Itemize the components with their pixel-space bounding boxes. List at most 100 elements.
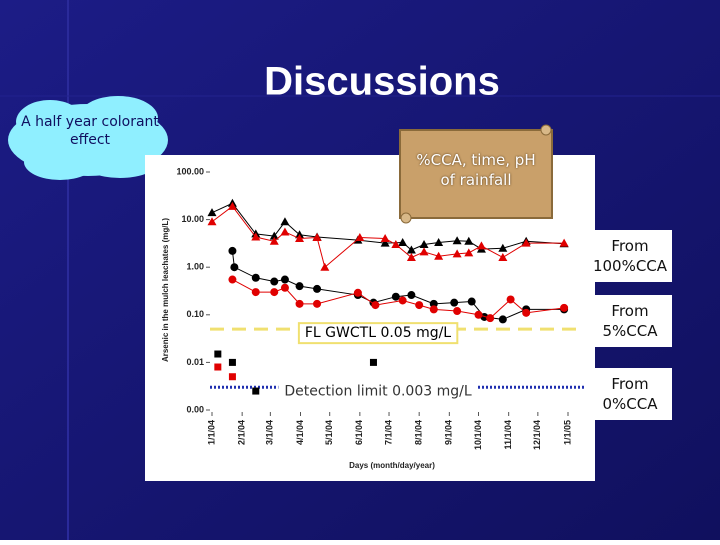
data-point: [312, 233, 322, 242]
data-point: [434, 251, 444, 260]
y-tick-label: 10.00: [181, 214, 204, 224]
data-point: [380, 234, 390, 243]
reference-label-box: [278, 381, 478, 402]
side-labels: From 100%CCA From 5%CCA From 0%CCA: [588, 230, 672, 420]
data-point: [464, 236, 474, 245]
data-point: [391, 292, 400, 301]
reference-label-box: [297, 322, 459, 345]
data-point: [353, 288, 362, 297]
data-point: [522, 308, 531, 317]
data-point: [560, 303, 569, 312]
data-point: [214, 350, 222, 358]
x-tick-label: 8/1/04: [414, 420, 424, 445]
plot: 100.00 10.00 1.00 0.10 0.01 0.001/1/04 2/1/04 3…: [161, 166, 584, 470]
y-axis-label: Arsenic in the mulch leachates (mg/L): [161, 218, 170, 362]
data-point: [280, 275, 289, 284]
data-point: [476, 241, 486, 250]
data-point: [464, 248, 474, 257]
x-tick-label: 12/1/04: [532, 420, 542, 450]
x-tick-label: 1/1/04: [206, 420, 216, 445]
x-tick-label: 1/1/05: [562, 420, 572, 445]
y-tick-label: 0.00: [186, 404, 204, 414]
side-label-box: From 0%CCA: [588, 368, 672, 420]
side-label-box: From 100%CCA: [588, 230, 672, 282]
data-point: [269, 236, 279, 245]
x-tick-label: 10/1/04: [473, 420, 483, 450]
data-point: [506, 295, 515, 304]
y-tick-label: 100.00: [176, 166, 204, 176]
side-label: From 100%CCA: [588, 230, 672, 282]
x-tick-label: 7/1/04: [383, 420, 393, 445]
y-tick-label: 0.01: [186, 357, 204, 367]
data-point: [498, 243, 508, 252]
x-tick-label: 11/1/04: [503, 420, 513, 450]
data-point: [320, 262, 330, 271]
data-point: [452, 236, 462, 245]
data-point: [228, 373, 236, 381]
data-point: [453, 307, 462, 316]
data-point: [429, 305, 438, 314]
y-tick-label: 1.00: [186, 262, 204, 272]
cloud-text: A half year colorant effect: [21, 114, 159, 148]
data-point: [295, 282, 304, 291]
data-point: [429, 299, 438, 308]
data-point: [313, 284, 322, 293]
side-label: From 5%CCA: [588, 295, 672, 347]
data-point: [434, 238, 444, 247]
data-point: [355, 233, 365, 242]
x-tick-label: 5/1/04: [324, 420, 334, 445]
data-point: [295, 299, 304, 308]
data-point: [228, 358, 236, 366]
data-point: [474, 310, 483, 319]
data-point: [270, 277, 279, 286]
data-point: [252, 387, 260, 395]
x-tick-label: 6/1/04: [354, 420, 364, 445]
data-point: [207, 208, 217, 217]
data-point: [214, 363, 222, 371]
side-label: From 0%CCA: [588, 368, 672, 420]
data-point: [452, 249, 462, 258]
cloud: [8, 96, 168, 180]
data-point: [467, 297, 476, 306]
data-point: [391, 239, 401, 248]
x-axis-label: Days (month/day/year): [349, 461, 435, 470]
data-point: [419, 239, 429, 248]
data-point: [295, 234, 305, 243]
x-tick-label: 4/1/04: [295, 420, 305, 445]
data-point: [313, 299, 322, 308]
data-point: [251, 288, 260, 297]
scroll-text-box: %CCA, time, pH of rainfall: [416, 151, 536, 189]
data-point: [415, 301, 424, 310]
data-point: [380, 238, 390, 247]
cloud-text-box: A half year colorant effect: [21, 114, 159, 148]
reference-label: FL GWCTL 0.05 mg/L: [305, 325, 451, 341]
data-point: [498, 315, 507, 324]
x-tick-label: 9/1/04: [444, 420, 454, 445]
side-label-box: From 5%CCA: [588, 295, 672, 347]
data-point: [270, 288, 279, 297]
reference-label: Detection limit 0.003 mg/L: [284, 383, 471, 399]
data-point: [230, 263, 239, 272]
y-tick-label: 0.10: [186, 309, 204, 319]
data-point: [521, 238, 531, 247]
data-point: [419, 247, 429, 256]
data-point: [398, 238, 408, 247]
data-point: [486, 314, 495, 323]
data-point: [228, 275, 237, 284]
data-point: [407, 291, 416, 300]
data-point: [251, 232, 261, 241]
data-point: [207, 217, 217, 226]
data-point: [406, 252, 416, 261]
x-tick-label: 2/1/04: [237, 420, 247, 445]
scroll-text: %CCA, time, pH of rainfall: [416, 151, 536, 189]
data-point: [280, 283, 289, 292]
data-point: [280, 227, 290, 236]
data-point: [559, 238, 569, 247]
slide-title: Discussions: [264, 60, 500, 104]
data-point: [280, 217, 290, 226]
data-point: [369, 358, 377, 366]
data-point: [371, 301, 380, 310]
data-point: [406, 245, 416, 254]
x-tick-label: 3/1/04: [265, 420, 275, 445]
data-point: [251, 273, 260, 282]
